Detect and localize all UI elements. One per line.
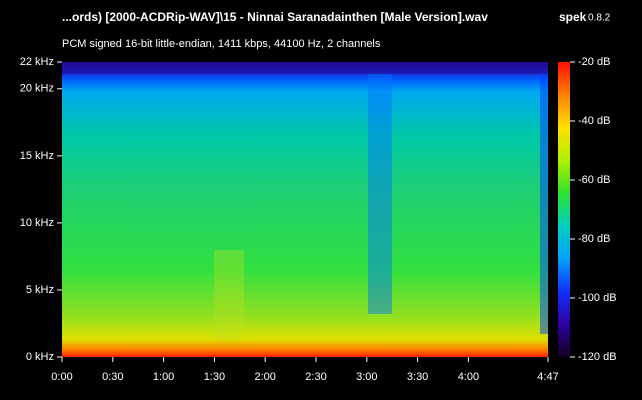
y-tick-label: 20 kHz [20,83,54,95]
y-tick-label: 0 kHz [26,351,54,363]
x-tick-label: 1:00 [153,371,174,383]
colorbar-tick-label: -80 dB [578,233,610,245]
app-name: spek [559,10,587,24]
colorbar-tick-label: -100 dB [578,292,617,304]
x-tick-label: 1:30 [204,371,225,383]
colorbar-tick-label: -40 dB [578,115,610,127]
x-tick-label: 3:00 [356,371,377,383]
x-tick-label: 0:30 [102,371,123,383]
y-tick-label: 5 kHz [26,284,54,296]
x-tick-label: 4:47 [537,371,558,383]
x-tick-label: 2:00 [254,371,275,383]
fade-out [540,74,548,334]
x-tick-label: 3:30 [407,371,428,383]
colorbar [558,62,570,357]
x-tick-label: 4:00 [458,371,479,383]
spectrogram [62,62,548,357]
x-tick-label: 0:00 [51,371,72,383]
quiet-section [368,74,392,314]
y-tick-label: 15 kHz [20,150,54,162]
y-tick-label: 22 kHz [20,56,54,68]
loud-section [214,250,244,340]
colorbar-tick-label: -60 dB [578,174,610,186]
stream-info: PCM signed 16-bit little-endian, 1411 kb… [62,38,381,50]
spectrogram-image [62,62,548,357]
app-version: 0.8.2 [588,13,611,24]
colorbar-tick-label: -20 dB [578,56,610,68]
colorbar-tick-label: -120 dB [578,351,617,363]
y-tick-label: 10 kHz [20,217,54,229]
high-band [62,62,548,74]
x-tick-label: 2:30 [305,371,326,383]
file-title: ...ords) [2000-ACDRip-WAV]\15 - Ninnai S… [62,10,488,24]
